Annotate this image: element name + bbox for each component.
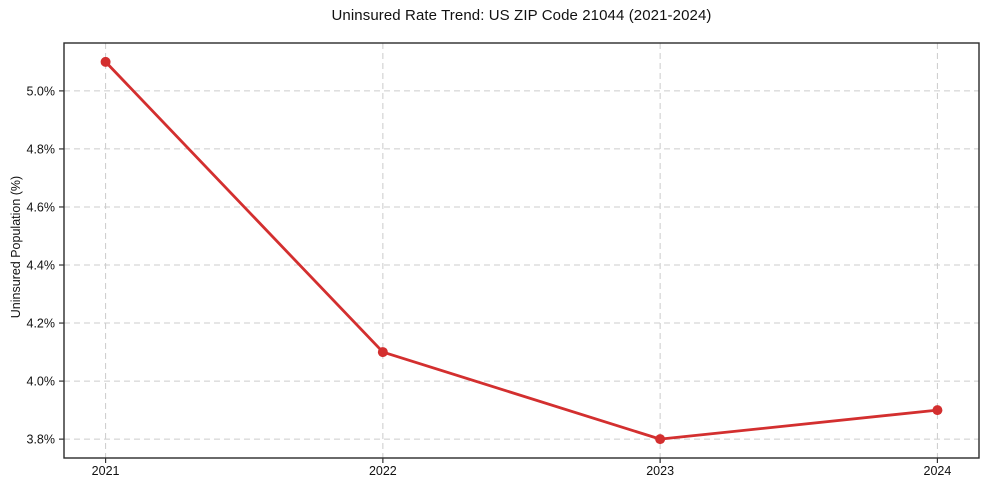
y-tick-label: 4.6% <box>27 200 56 214</box>
data-point-marker <box>100 56 111 67</box>
x-tick-label: 2023 <box>646 464 674 478</box>
data-point-marker <box>932 405 943 416</box>
y-tick-label: 4.8% <box>27 142 56 156</box>
x-tick-label: 2021 <box>92 464 120 478</box>
y-tick-label: 5.0% <box>27 84 56 98</box>
y-tick-label: 3.8% <box>27 433 56 447</box>
x-tick-label: 2024 <box>924 464 952 478</box>
data-point-marker <box>655 434 666 445</box>
plot-border <box>63 42 980 459</box>
y-tick-label: 4.2% <box>27 317 56 331</box>
y-axis-label: Uninsured Population (%) <box>9 175 23 319</box>
data-point-marker <box>377 347 388 358</box>
chart-title: Uninsured Rate Trend: US ZIP Code 21044 … <box>331 7 712 24</box>
x-tick-label: 2022 <box>369 464 397 478</box>
y-tick-label: 4.0% <box>27 375 56 389</box>
y-tick-label: 4.4% <box>27 259 56 273</box>
trend-line <box>104 60 938 441</box>
